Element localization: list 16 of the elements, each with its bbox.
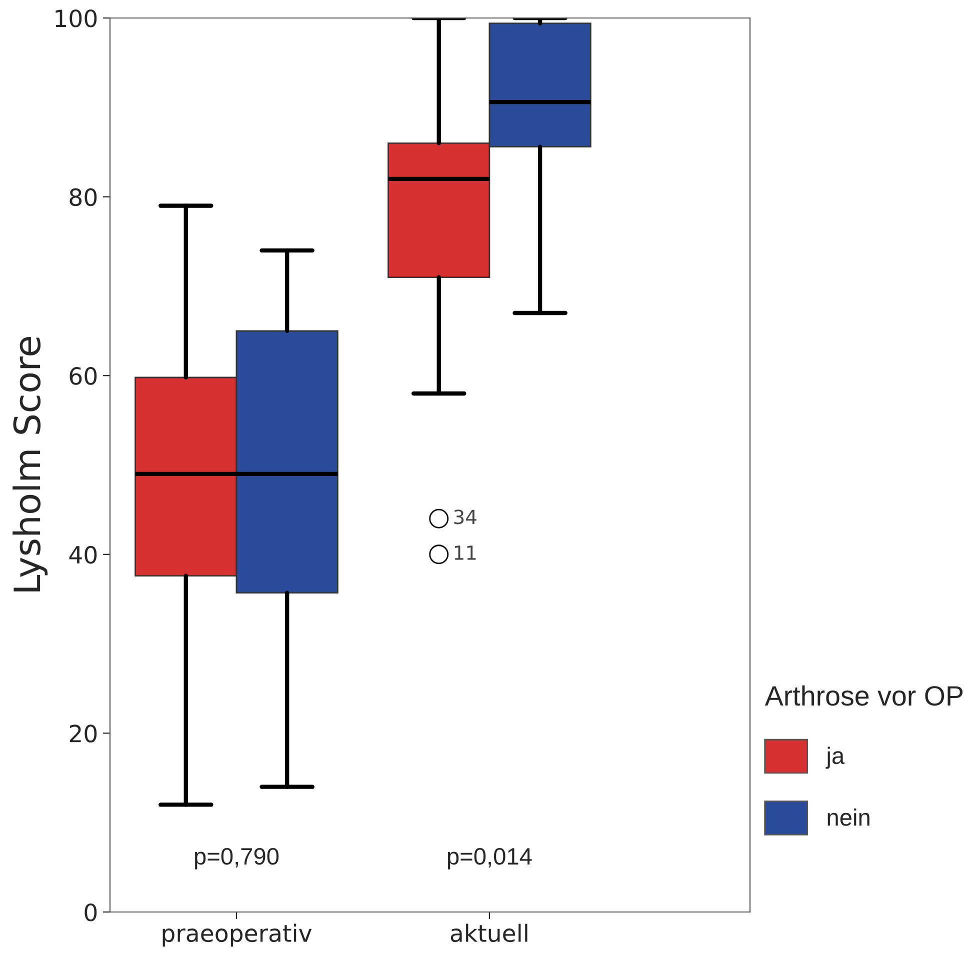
y-tick-label: 80	[70, 188, 97, 206]
y-tick-label: 100	[56, 9, 97, 28]
y-tick-label: 40	[69, 546, 97, 564]
y-axis-title: Lysholm Score	[12, 337, 48, 592]
annotation: 34	[454, 510, 476, 524]
annotation: 11	[454, 546, 476, 560]
x-tick-label: praeoperativ	[162, 924, 312, 947]
y-tick-label: 60	[70, 367, 97, 385]
y-tick-label: 20	[70, 724, 97, 743]
legend-title: Arthrose vor OP	[764, 685, 963, 706]
annotation: p=0,790	[195, 848, 279, 870]
y-tick-label: 0	[84, 903, 97, 922]
legend-label: ja	[826, 746, 845, 769]
x-tick-label: aktuell	[450, 924, 528, 942]
annotation: p=0,014	[448, 848, 532, 870]
legend-label: nein	[828, 808, 870, 826]
